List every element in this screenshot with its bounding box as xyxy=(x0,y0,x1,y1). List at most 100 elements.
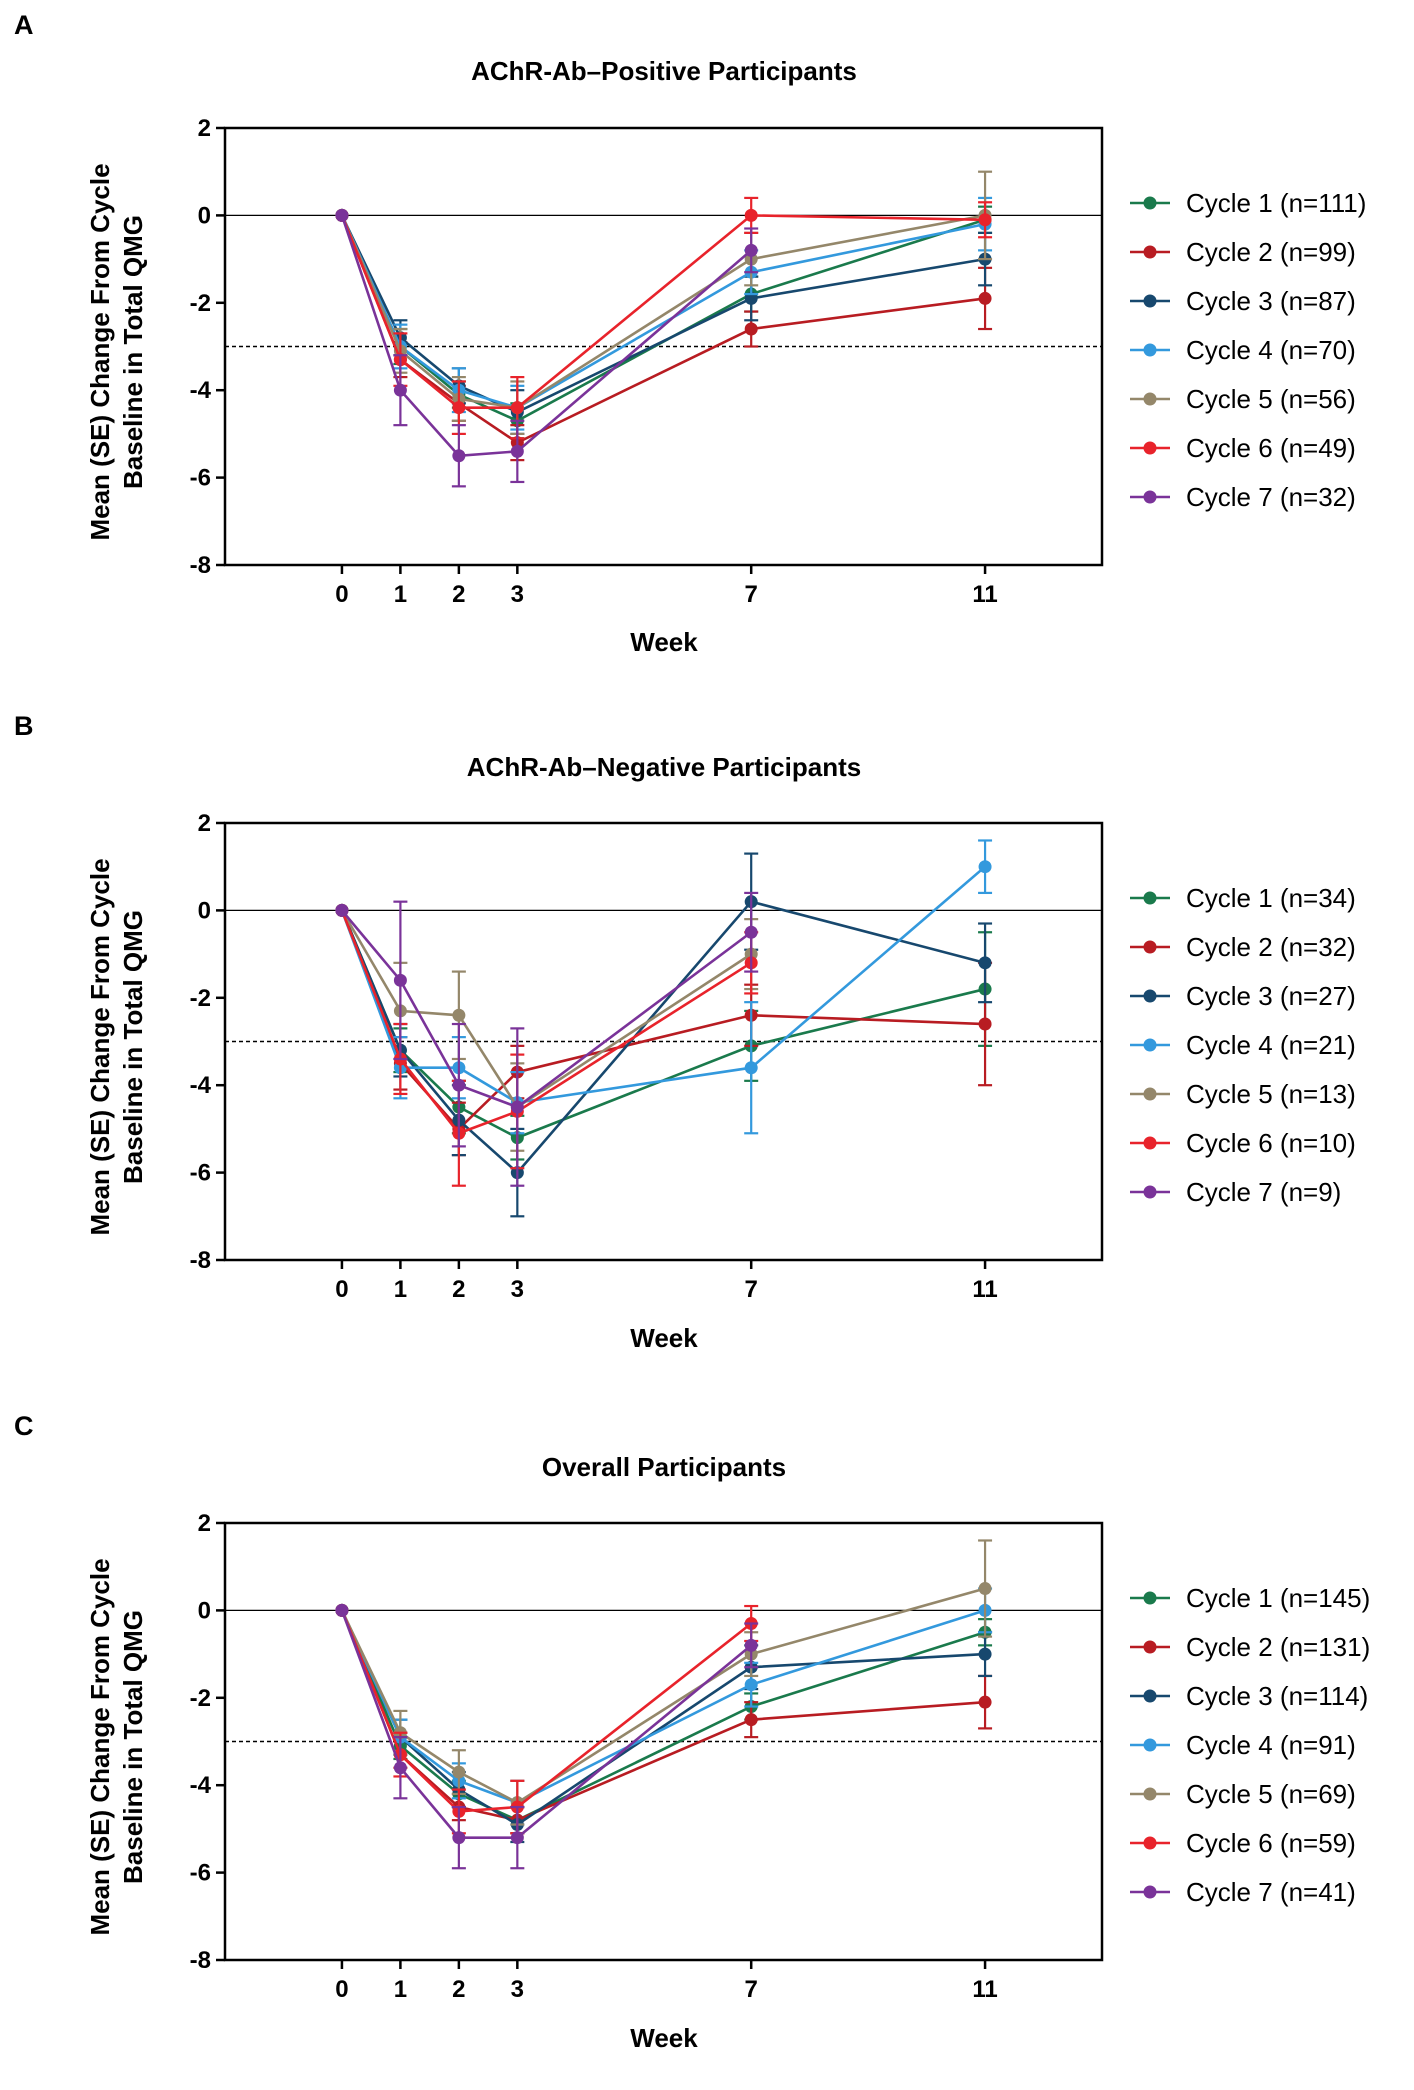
chart-svg: C Overall Participants Mean (SE) Change … xyxy=(14,1411,1370,2053)
chart-svg: B AChR-Ab–Negative Participants Mean (SE… xyxy=(14,711,1356,1353)
data-point xyxy=(393,383,407,397)
x-axis-label: Week xyxy=(630,627,698,657)
legend-label: Cycle 1 (n=34) xyxy=(1186,883,1356,913)
legend-label: Cycle 5 (n=56) xyxy=(1186,384,1356,414)
y-tick-label: -4 xyxy=(190,1072,212,1099)
legend-item: Cycle 3 (n=114) xyxy=(1130,1681,1368,1711)
data-point xyxy=(452,1765,466,1779)
x-tick-label: 2 xyxy=(452,1976,465,2003)
data-point xyxy=(978,1695,992,1709)
legend-label: Cycle 2 (n=99) xyxy=(1186,237,1356,267)
legend-label: Cycle 3 (n=114) xyxy=(1186,1681,1368,1711)
data-point xyxy=(452,1831,466,1845)
y-tick-label: 0 xyxy=(198,897,211,924)
series-cycle-7 xyxy=(335,1603,759,1870)
legend-item: Cycle 5 (n=13) xyxy=(1130,1079,1356,1109)
legend-label: Cycle 7 (n=9) xyxy=(1186,1177,1341,1207)
panel-label: A xyxy=(14,10,34,40)
legend-item: Cycle 1 (n=145) xyxy=(1130,1583,1370,1613)
panel-label: C xyxy=(14,1411,34,1441)
series-cycle-1 xyxy=(335,903,993,1161)
legend-item: Cycle 6 (n=10) xyxy=(1130,1128,1356,1158)
series-line xyxy=(340,909,752,1135)
legend: Cycle 1 (n=34) Cycle 2 (n=32) Cycle 3 (n=2… xyxy=(1130,883,1356,1207)
y-axis-label-line2: Baseline in Total QMG xyxy=(118,1610,148,1884)
y-axis-label-line2: Baseline in Total QMG xyxy=(118,215,148,489)
chart-title: AChR-Ab–Positive Participants xyxy=(471,56,857,86)
legend-marker xyxy=(1143,1689,1157,1703)
legend: Cycle 1 (n=145) Cycle 2 (n=131) Cycle 3 (n… xyxy=(1130,1583,1370,1907)
legend-marker xyxy=(1143,891,1157,905)
y-tick-label: -4 xyxy=(190,1772,212,1799)
legend-item: Cycle 4 (n=21) xyxy=(1130,1030,1356,1060)
series-cycle-7 xyxy=(335,891,759,1187)
x-tick-label: 0 xyxy=(335,581,348,608)
legend-marker xyxy=(1143,392,1157,406)
data-point xyxy=(452,1008,466,1022)
legend-marker xyxy=(1143,1640,1157,1654)
legend-marker xyxy=(1143,1885,1157,1899)
y-tick-label: 0 xyxy=(198,1597,211,1624)
plot-area: 2 0 -2 -4 -6 -8 0 1 2 3 7 11 xyxy=(190,810,1104,1303)
plot-area: 2 0 -2 -4 -6 -8 0 1 2 3 7 11 xyxy=(190,115,1104,608)
legend-marker xyxy=(1143,1787,1157,1801)
legend-marker xyxy=(1143,245,1157,259)
data-point xyxy=(744,243,758,257)
series-cycle-4 xyxy=(335,1587,993,1826)
x-tick-label: 7 xyxy=(745,1276,758,1303)
x-tick-label: 11 xyxy=(972,581,997,608)
legend-label: Cycle 6 (n=49) xyxy=(1186,433,1356,463)
legend-item: Cycle 7 (n=41) xyxy=(1130,1877,1356,1907)
x-axis-label: Week xyxy=(630,2023,698,2053)
chart-title: Overall Participants xyxy=(542,1452,786,1482)
legend-label: Cycle 3 (n=27) xyxy=(1186,981,1356,1011)
data-point xyxy=(744,1678,758,1692)
y-tick-label: -2 xyxy=(190,290,211,317)
legend-item: Cycle 1 (n=111) xyxy=(1130,188,1366,218)
legend-item: Cycle 5 (n=69) xyxy=(1130,1779,1356,1809)
legend-item: Cycle 2 (n=32) xyxy=(1130,932,1356,962)
legend-item: Cycle 3 (n=27) xyxy=(1130,981,1356,1011)
legend-item: Cycle 5 (n=56) xyxy=(1130,384,1356,414)
legend-label: Cycle 4 (n=91) xyxy=(1186,1730,1356,1760)
data-point xyxy=(335,903,349,917)
series-cycle-5 xyxy=(335,1539,993,1826)
data-point xyxy=(335,1603,349,1617)
series-cycle-2 xyxy=(335,208,993,462)
legend-label: Cycle 2 (n=131) xyxy=(1186,1632,1370,1662)
legend-label: Cycle 7 (n=41) xyxy=(1186,1877,1356,1907)
y-tick-label: -8 xyxy=(190,1247,211,1274)
legend-marker xyxy=(1143,343,1157,357)
chart-svg: A AChR-Ab–Positive Participants Mean (SE… xyxy=(14,10,1366,657)
x-tick-label: 3 xyxy=(511,1276,524,1303)
data-point xyxy=(744,291,758,305)
legend-marker xyxy=(1143,1038,1157,1052)
data-point xyxy=(978,213,992,227)
x-tick-label: 11 xyxy=(972,1276,997,1303)
legend: Cycle 1 (n=111) Cycle 2 (n=99) Cycle 3 (n=… xyxy=(1130,188,1366,512)
legend-label: Cycle 5 (n=13) xyxy=(1186,1079,1356,1109)
y-tick-label: -6 xyxy=(190,1160,211,1187)
x-tick-label: 0 xyxy=(335,1276,348,1303)
y-tick-label: 2 xyxy=(198,810,211,837)
series-line xyxy=(340,909,986,1140)
data-point xyxy=(978,860,992,874)
data-point xyxy=(510,1831,524,1845)
chart-panel-c: C Overall Participants Mean (SE) Change … xyxy=(0,1390,1414,2090)
legend-item: Cycle 6 (n=59) xyxy=(1130,1828,1356,1858)
y-axis-label-line1: Mean (SE) Change From Cycle xyxy=(85,1558,115,1935)
legend-marker xyxy=(1143,1136,1157,1150)
series-cycle-3 xyxy=(335,852,993,1218)
data-point xyxy=(393,973,407,987)
legend-item: Cycle 6 (n=49) xyxy=(1130,433,1356,463)
series-cycle-7 xyxy=(335,208,759,488)
legend-item: Cycle 4 (n=91) xyxy=(1130,1730,1356,1760)
series-line xyxy=(340,865,986,1105)
legend-marker xyxy=(1143,441,1157,455)
data-point xyxy=(978,1647,992,1661)
x-tick-label: 3 xyxy=(511,581,524,608)
y-tick-label: -8 xyxy=(190,552,211,579)
legend-label: Cycle 7 (n=32) xyxy=(1186,482,1356,512)
plot-area: 2 0 -2 -4 -6 -8 0 1 2 3 7 11 xyxy=(190,1510,1104,2003)
x-tick-label: 2 xyxy=(452,581,465,608)
